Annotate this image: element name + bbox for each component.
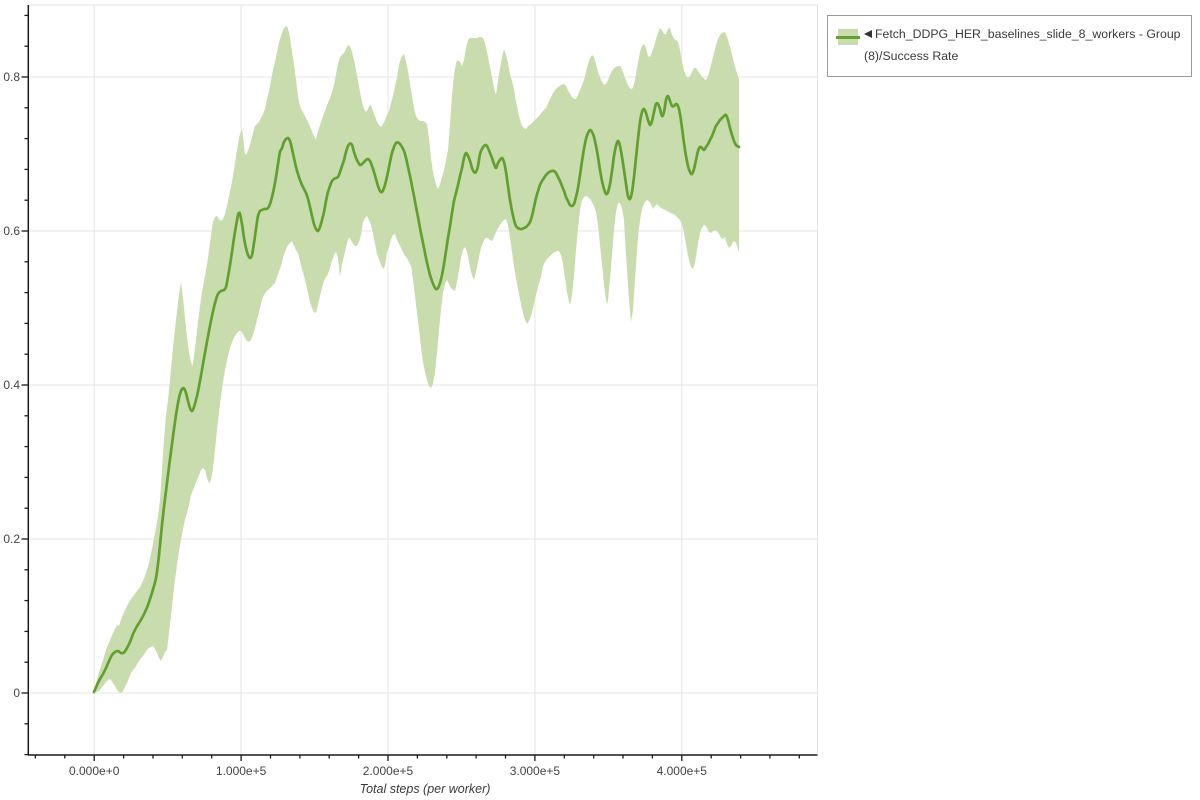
svg-text:2.000e+5: 2.000e+5 — [363, 764, 414, 778]
svg-text:0.2: 0.2 — [3, 532, 20, 546]
svg-text:Total steps (per worker): Total steps (per worker) — [360, 782, 491, 796]
svg-text:3.000e+5: 3.000e+5 — [510, 764, 561, 778]
svg-text:0.4: 0.4 — [3, 378, 20, 392]
svg-text:0: 0 — [13, 686, 20, 700]
svg-text:0.000e+0: 0.000e+0 — [69, 764, 120, 778]
svg-text:0.8: 0.8 — [3, 70, 20, 84]
svg-text:0.6: 0.6 — [3, 224, 20, 238]
svg-text:4.000e+5: 4.000e+5 — [657, 764, 708, 778]
svg-text:1.000e+5: 1.000e+5 — [216, 764, 267, 778]
